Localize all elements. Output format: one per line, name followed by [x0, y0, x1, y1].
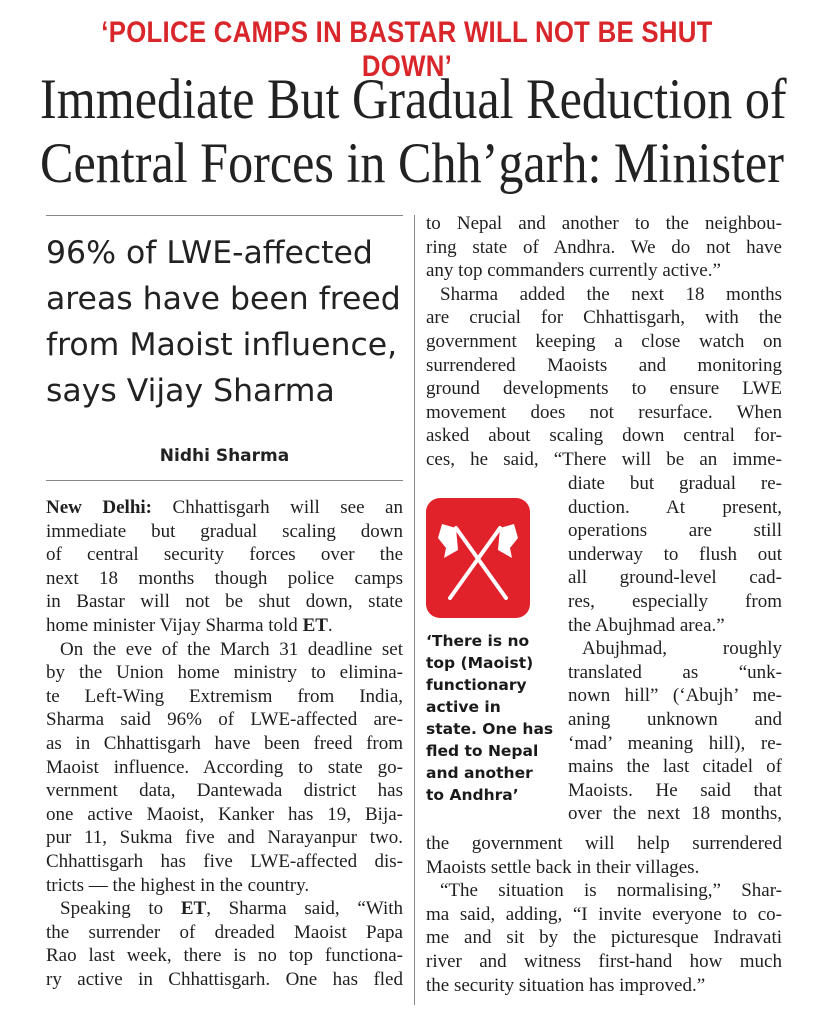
quote-line: and another	[426, 764, 533, 782]
quote-line: active in	[426, 698, 501, 716]
text-span: , Sharma said, “With	[206, 898, 404, 920]
article-column-2-bottom: the government will help surrendered Mao…	[426, 832, 782, 997]
text-line: vernment data, Dantewada district has	[46, 780, 403, 802]
crossed-flags-graphic	[438, 524, 518, 600]
text-line: operations are still	[568, 520, 782, 542]
text-line: asked about scaling down central for-	[426, 425, 782, 447]
text-line: the government will help surrendered	[426, 833, 782, 854]
text-line: ground developments to ensure LWE	[426, 378, 782, 400]
text-line: the surrender of dreaded Maoist Papa	[46, 921, 403, 943]
text-line: “The situation is normalising,” Shar-	[440, 880, 782, 902]
publication-abbrev: ET	[302, 614, 328, 636]
text-line: pur 11, Sukma five and Narayanpur two.	[46, 827, 403, 849]
headline: Immediate But Gradual Reduction of Centr…	[40, 68, 787, 196]
text-line: movement does not resurface. When	[426, 401, 782, 423]
text-line: of central security forces over the	[46, 544, 403, 566]
text-line: Rao last week, there is no top functiona…	[46, 945, 403, 967]
text-line: home minister Vijay Sharma told ET.	[46, 614, 403, 638]
text-line: ‘mad’ meaning hill), re-	[568, 732, 782, 754]
deck-line: 96% of LWE-affected	[46, 235, 373, 271]
text-span: .	[327, 614, 333, 636]
divider	[46, 480, 403, 481]
text-line: Maoists settle back in their villages.	[426, 856, 700, 878]
text-line: immediate but gradual scaling down	[46, 520, 403, 542]
crossed-flags-icon	[426, 498, 530, 618]
text-line: res, especially from	[568, 590, 782, 612]
text-line: ring state of Andhra. We do not have	[426, 236, 782, 258]
text-line: aning unknown and	[568, 708, 782, 730]
text-line: government keeping a close watch on	[426, 330, 782, 352]
text-line: te Left-Wing Extremism from India,	[46, 685, 403, 707]
text-line: the security situation has improved.”	[426, 974, 706, 996]
article-column-2: to Nepal and another to the neighbou- ri…	[426, 212, 782, 472]
text-line: all ground-level cad-	[568, 567, 782, 589]
text-line: next 18 months though police camps	[46, 567, 403, 589]
text-line: duction. At present,	[568, 496, 782, 518]
text-line: Maoists. He said that	[568, 779, 782, 801]
deck-line: says Vijay Sharma	[46, 373, 335, 409]
text-line: Maoist influence. According to state go-	[46, 756, 403, 778]
text-line: by the Union home ministry to elimina-	[46, 662, 403, 684]
article-column-1: New Delhi: Chhattisgarh will see an imme…	[46, 496, 403, 991]
headline-line: Central Forces in Chh’garh: Minister	[40, 132, 784, 195]
text-line: Speaking to ET, Sharma said, “With	[46, 897, 403, 921]
deck-line: areas have been freed	[46, 281, 401, 317]
deck-line: from Maoist influence,	[46, 327, 398, 363]
text-line: are crucial for Chhattisgarh, with the	[426, 307, 782, 329]
text-span: Chhattisgarh will see an	[172, 497, 403, 518]
publication-abbrev: ET	[180, 898, 207, 920]
text-line: river and witness first-hand how much	[426, 950, 782, 972]
text-line: translated as “unk-	[568, 661, 782, 683]
text-line: ces, he said, “There will be an imme-	[426, 448, 782, 470]
column-divider	[414, 215, 415, 1005]
text-line: the Abujhmad area.”	[568, 614, 725, 636]
text-line: Sharma said 96% of LWE-affected are-	[46, 709, 403, 731]
article-column-2-narrow: diate but gradual re- duction. At presen…	[568, 472, 782, 826]
text-line: New Delhi: Chhattisgarh will see an	[46, 496, 403, 520]
text-line: nown hill” (‘Abujh’ me-	[568, 685, 782, 707]
text-line: ry active in Chhattisgarh. One has fled	[46, 968, 403, 990]
quote-line: functionary	[426, 676, 527, 694]
pull-quote: ‘There is no top (Maoist) functionary ac…	[426, 630, 566, 806]
text-line: any top commanders currently active.”	[426, 260, 721, 282]
deck: 96% of LWE-affected areas have been free…	[46, 230, 406, 414]
text-line: Sharma added the next 18 months	[440, 283, 782, 305]
dateline: New Delhi:	[46, 497, 153, 518]
text-line: On the eve of the March 31 deadline set	[60, 638, 403, 660]
text-line: underway to flush out	[568, 543, 782, 565]
text-line: over the next 18 months,	[568, 803, 782, 825]
text-line: to Nepal and another to the neighbou-	[426, 213, 782, 234]
text-line: Abujhmad, roughly	[582, 638, 782, 660]
headline-line: Immediate But Gradual Reduction of	[40, 68, 787, 131]
quote-line: state. One has	[426, 720, 554, 738]
quote-line: top (Maoist)	[426, 654, 534, 672]
text-line: diate but gradual re-	[568, 473, 782, 494]
text-line: one active Maoist, Kanker has 19, Bija-	[46, 803, 403, 825]
byline: Nidhi Sharma	[159, 446, 290, 466]
text-span: Speaking to	[60, 898, 164, 920]
quote-line: fled to Nepal	[426, 742, 539, 760]
text-line: Chhattisgarh has five LWE-affected dis-	[46, 850, 403, 872]
quote-line: ‘There is no	[426, 632, 530, 650]
divider	[46, 215, 403, 216]
text-line: me and sit by the picturesque Indravati	[426, 927, 782, 949]
text-line: as in Chhattisgarh have been freed from	[46, 732, 403, 754]
text-line: surrendered Maoists and monitoring	[426, 354, 782, 376]
text-line: ma said, adding, “I invite everyone to c…	[426, 903, 782, 925]
text-line: in Bastar will not be shut down, state	[46, 591, 403, 613]
text-line: tricts — the highest in the country.	[46, 874, 310, 896]
quote-line: to Andhra’	[426, 786, 519, 804]
kicker: ‘POLICE CAMPS IN BASTAR WILL NOT BE SHUT…	[101, 16, 713, 83]
text-line: mains the last citadel of	[568, 756, 782, 778]
text-span: home minister Vijay Sharma told	[46, 614, 298, 636]
